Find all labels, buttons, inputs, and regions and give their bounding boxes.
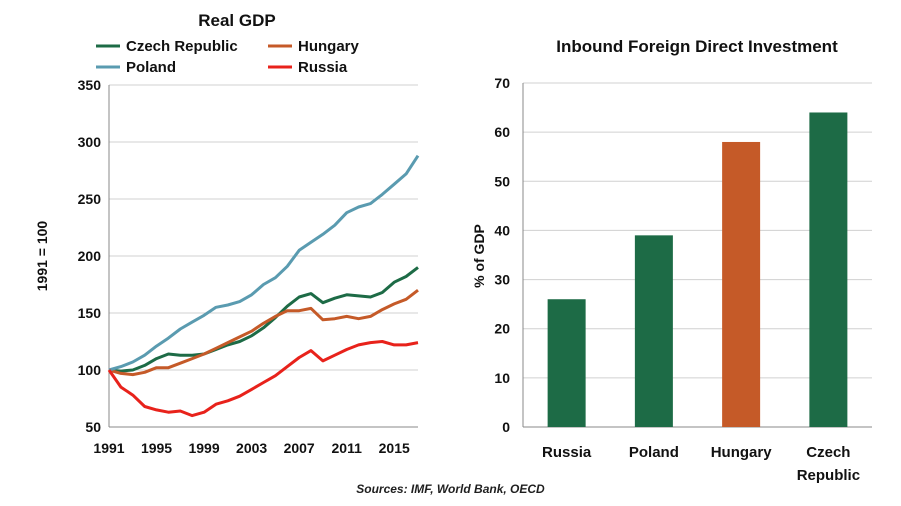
line-chart-y-tick-label: 350 <box>78 77 102 93</box>
series-line-hungary <box>108 289 419 377</box>
fdi-bar-chart: Inbound Foreign Direct Investment % of G… <box>471 37 872 484</box>
line-chart-y-tick-label: 150 <box>78 305 102 321</box>
line-chart-title: Real GDP <box>198 11 275 30</box>
bar-czech-republic <box>809 112 848 427</box>
bar-category-label-czech-republic: Czech Republic <box>797 444 860 484</box>
line-chart-y-tick-label: 250 <box>78 191 102 207</box>
bar-chart-title: Inbound Foreign Direct Investment <box>556 37 838 56</box>
bar-chart-y-tick-label: 40 <box>494 222 510 238</box>
bar-category-label-poland: Poland <box>629 444 679 461</box>
bar-hungary <box>722 141 761 427</box>
line-chart-x-ticks: 1991 1995 1999 2003 2007 2011 2015 <box>93 440 410 456</box>
line-chart-y-ticks: 50 100 150 200 250 300 350 <box>78 77 102 435</box>
source-note: Sources: IMF, World Bank, OECD <box>356 482 545 496</box>
line-chart-y-tick-label: 100 <box>78 362 102 378</box>
bar-poland <box>634 235 673 427</box>
legend-label-hungary: Hungary <box>298 38 360 55</box>
bar-chart-bars <box>547 112 848 427</box>
bar-russia <box>547 299 586 427</box>
legend-label-poland: Poland <box>126 59 176 76</box>
bar-chart-y-tick-label: 70 <box>494 75 510 91</box>
series-line-poland <box>108 154 420 372</box>
series-line-russia <box>107 340 419 418</box>
bar-chart-y-tick-label: 30 <box>494 272 510 288</box>
bar-category-label-hungary: Hungary <box>711 444 773 461</box>
line-chart-y-tick-label: 50 <box>85 419 101 435</box>
line-chart-x-tick-label: 2007 <box>284 440 315 456</box>
line-chart-legend: Czech Republic Hungary Poland Russia <box>96 38 360 76</box>
bar-category-label-russia: Russia <box>542 444 592 461</box>
line-chart-x-tick-label: 1991 <box>93 440 124 456</box>
line-chart-y-tick-label: 200 <box>78 248 102 264</box>
line-chart-x-tick-label: 1999 <box>188 440 219 456</box>
line-chart-gridlines <box>108 84 418 428</box>
bar-category-label-line: Republic <box>797 467 860 484</box>
bar-category-label-line: Hungary <box>711 444 773 461</box>
bar-chart-y-axis-title: % of GDP <box>471 224 487 288</box>
line-chart-x-tick-label: 1995 <box>141 440 172 456</box>
legend-label-czech-republic: Czech Republic <box>126 38 238 55</box>
bar-category-label-line: Russia <box>542 444 592 461</box>
bar-chart-y-tick-label: 50 <box>494 173 510 189</box>
line-chart-y-tick-label: 300 <box>78 134 102 150</box>
line-chart-x-tick-label: 2011 <box>332 440 363 456</box>
bar-chart-y-tick-label: 20 <box>494 321 510 337</box>
legend-label-russia: Russia <box>298 59 348 76</box>
bar-chart-y-tick-label: 60 <box>494 124 510 140</box>
series-line-czech-republic <box>108 266 419 373</box>
line-chart-y-axis-title: 1991 = 100 <box>34 221 50 292</box>
line-chart-x-tick-label: 2015 <box>379 440 410 456</box>
bar-category-label-line: Poland <box>629 444 679 461</box>
line-chart-series <box>107 154 420 418</box>
bar-category-label-line: Czech <box>806 444 850 461</box>
bar-chart-y-tick-label: 10 <box>494 370 510 386</box>
real-gdp-line-chart: Real GDP 1991 = 100 50 100 150 200 250 300 350… <box>34 11 420 456</box>
bar-chart-y-ticks: 0 10 20 30 40 50 60 70 <box>494 75 510 435</box>
bar-chart-category-labels: Russia Poland Hungary Czech Republic <box>542 444 860 484</box>
bar-chart-y-tick-label: 0 <box>502 419 510 435</box>
line-chart-x-tick-label: 2003 <box>236 440 267 456</box>
